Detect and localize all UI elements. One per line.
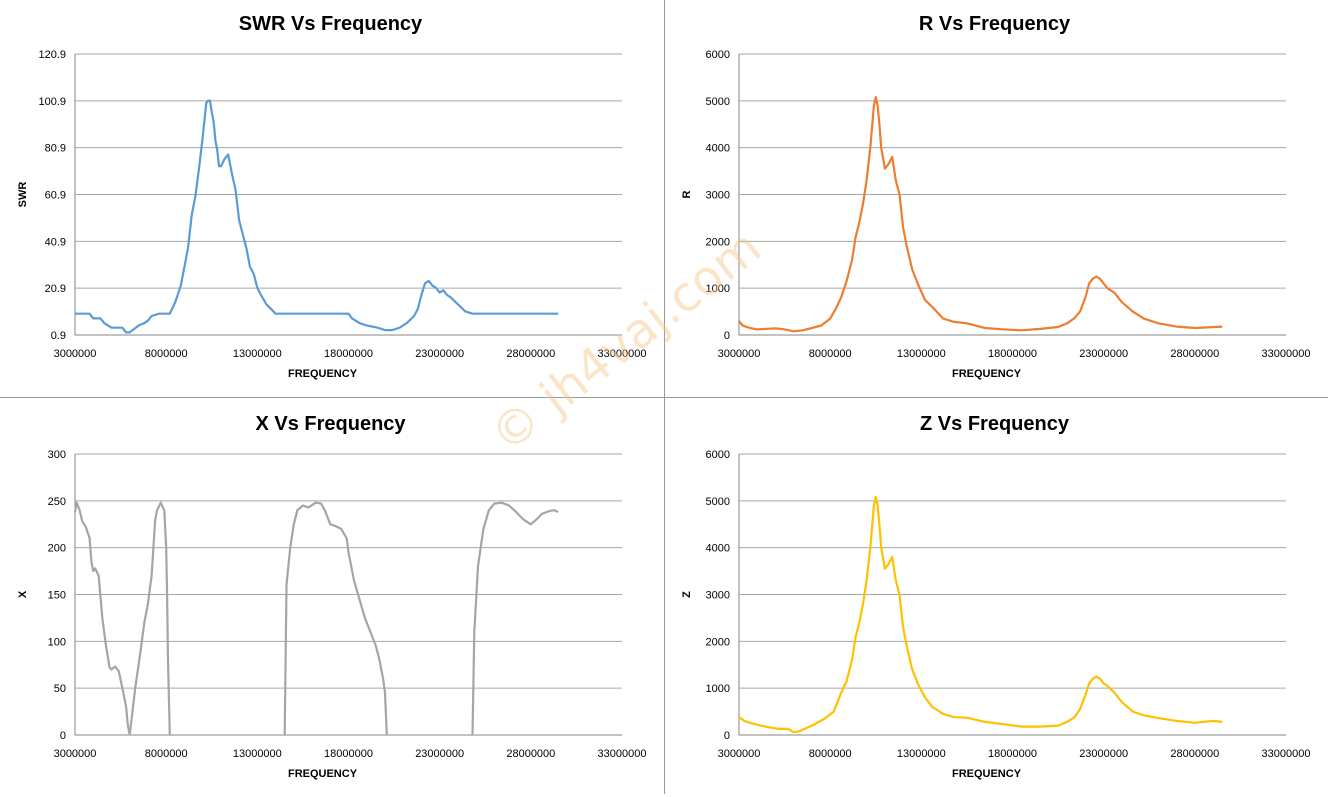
y-tick-label: 3000 <box>706 190 730 202</box>
x-tick-label: 23000000 <box>1079 748 1128 760</box>
series-line <box>128 501 171 736</box>
x-tick-label: 3000000 <box>718 348 761 360</box>
x-tick-label: 33000000 <box>1262 348 1311 360</box>
y-tick-label: 2000 <box>706 636 730 648</box>
x-tick-label: 13000000 <box>233 748 282 760</box>
y-tick-label: 4000 <box>706 143 730 155</box>
x-tick-label: 18000000 <box>324 748 373 760</box>
y-tick-label: 250 <box>48 496 66 508</box>
series-line <box>738 95 1223 333</box>
y-tick-label: 1000 <box>706 283 730 295</box>
r-chart-svg: R Vs Frequency 0 1000 2000 3000 4000 5000 6000 3… <box>681 13 1311 380</box>
z-chart: Z Vs Frequency 0 1000 2000 3000 4000 5000 6000 3… <box>664 400 1328 797</box>
x-tick-label: 23000000 <box>1079 348 1128 360</box>
y-tick-label: 2000 <box>706 236 730 248</box>
x-tick-label: 33000000 <box>598 748 647 760</box>
r-chart: R Vs Frequency 0 1000 2000 3000 4000 5000 6000 3… <box>664 0 1328 397</box>
x-tick-label: 8000000 <box>145 348 188 360</box>
chart-title: SWR Vs Frequency <box>239 13 423 35</box>
y-tick-label: 80.9 <box>45 143 66 155</box>
y-tick-label: 120.9 <box>38 49 66 61</box>
y-tick-label: 1000 <box>706 683 730 695</box>
x-tick-label: 28000000 <box>1170 348 1219 360</box>
x-tick-label: 33000000 <box>598 348 647 360</box>
y-tick-label: 200 <box>48 543 66 555</box>
x-tick-label: 8000000 <box>809 348 852 360</box>
x-axis-title: FREQUENCY <box>288 768 358 780</box>
y-tick-label: 100 <box>48 636 66 648</box>
y-tick-label: 150 <box>48 590 66 602</box>
series-line <box>283 501 388 736</box>
y-tick-label: 5000 <box>706 496 730 508</box>
x-tick-label: 8000000 <box>145 748 188 760</box>
swr-chart-svg: SWR Vs Frequency 0.9 20.9 40.9 60.9 80.9 100.9… <box>17 13 647 380</box>
y-tick-label: 6000 <box>706 449 730 461</box>
x-chart-svg: X Vs Frequency 0 50 100 150 200 250 300 3000000 8… <box>17 413 647 780</box>
series-line <box>471 501 559 736</box>
series-line <box>73 501 131 736</box>
x-tick-label: 28000000 <box>506 748 555 760</box>
x-axis-title: FREQUENCY <box>952 768 1022 780</box>
y-tick-label: 300 <box>48 449 66 461</box>
y-tick-label: 4000 <box>706 543 730 555</box>
y-tick-label: 0.9 <box>51 330 66 342</box>
x-tick-label: 28000000 <box>1170 748 1219 760</box>
x-axis-title: FREQUENCY <box>288 368 358 380</box>
x-tick-label: 13000000 <box>233 348 282 360</box>
chart-title: R Vs Frequency <box>919 13 1071 35</box>
y-tick-label: 5000 <box>706 96 730 108</box>
y-tick-label: 0 <box>60 730 66 742</box>
x-chart: X Vs Frequency 0 50 100 150 200 250 300 3000000 8… <box>0 400 664 797</box>
y-tick-label: 0 <box>724 330 730 342</box>
series-line <box>738 495 1223 734</box>
x-tick-label: 13000000 <box>897 748 946 760</box>
y-axis-title: X <box>17 590 29 598</box>
y-axis-title: R <box>681 190 693 198</box>
horizontal-divider <box>0 397 1328 398</box>
y-tick-label: 0 <box>724 730 730 742</box>
series-line <box>75 99 559 334</box>
x-axis-title: FREQUENCY <box>952 368 1022 380</box>
x-tick-label: 23000000 <box>415 348 464 360</box>
y-tick-label: 3000 <box>706 590 730 602</box>
x-tick-label: 3000000 <box>54 348 97 360</box>
y-tick-label: 60.9 <box>45 190 66 202</box>
x-tick-label: 8000000 <box>809 748 852 760</box>
y-axis-title: SWR <box>17 182 29 208</box>
swr-chart: SWR Vs Frequency 0.9 20.9 40.9 60.9 80.9 100.9… <box>0 0 664 397</box>
y-tick-label: 100.9 <box>38 96 66 108</box>
x-tick-label: 28000000 <box>506 348 555 360</box>
x-tick-label: 18000000 <box>324 348 373 360</box>
y-axis-title: Z <box>681 591 693 598</box>
y-tick-label: 6000 <box>706 49 730 61</box>
y-tick-label: 40.9 <box>45 236 66 248</box>
x-tick-label: 23000000 <box>415 748 464 760</box>
chart-title: Z Vs Frequency <box>920 413 1070 435</box>
x-tick-label: 18000000 <box>988 748 1037 760</box>
y-tick-label: 20.9 <box>45 283 66 295</box>
x-tick-label: 13000000 <box>897 348 946 360</box>
x-tick-label: 33000000 <box>1262 748 1311 760</box>
x-tick-label: 3000000 <box>718 748 761 760</box>
y-tick-label: 50 <box>54 683 66 695</box>
z-chart-svg: Z Vs Frequency 0 1000 2000 3000 4000 5000 6000 3… <box>681 413 1311 780</box>
chart-title: X Vs Frequency <box>255 413 406 435</box>
x-tick-label: 18000000 <box>988 348 1037 360</box>
x-tick-label: 3000000 <box>54 748 97 760</box>
